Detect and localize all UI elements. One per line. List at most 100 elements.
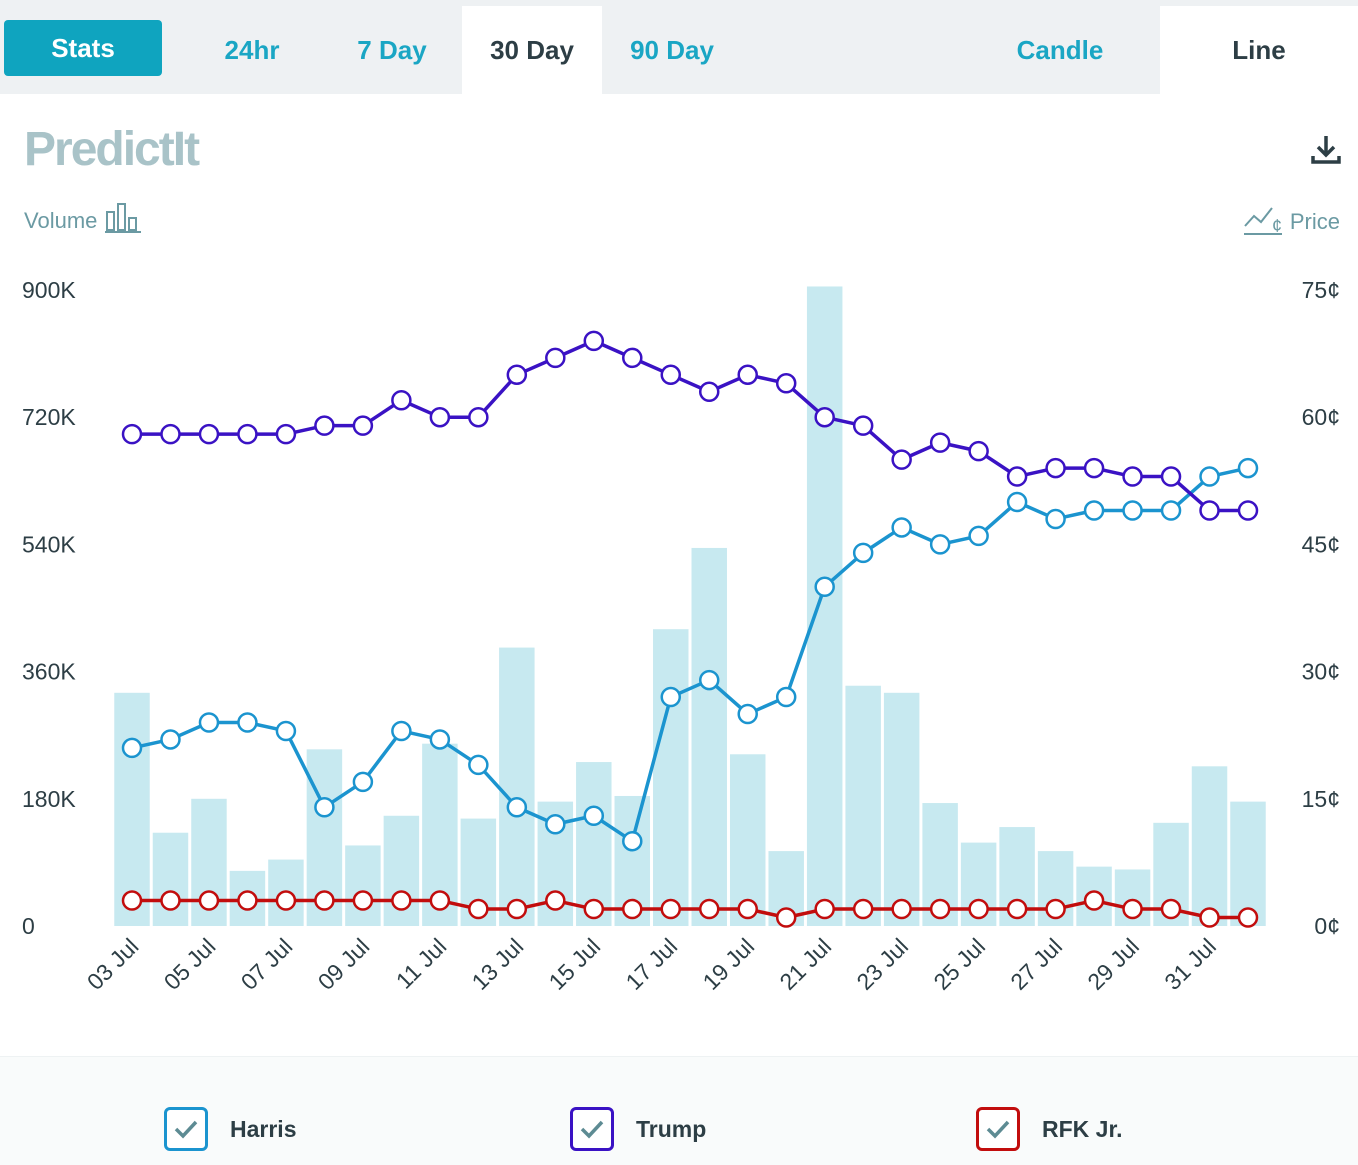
trump-point	[968, 440, 989, 462]
harris-point	[314, 797, 335, 818]
rfk-jr-point	[545, 890, 566, 911]
harris-point	[506, 797, 528, 818]
trump-point	[1237, 500, 1259, 521]
volume-bar	[729, 754, 766, 926]
rfk-jr-point	[391, 890, 412, 911]
volume-bar	[691, 547, 727, 926]
harris-point	[275, 720, 297, 742]
check-icon	[174, 1120, 198, 1139]
rfk-jr-point	[275, 890, 297, 911]
stats-button[interactable]: Stats	[4, 20, 162, 76]
harris-point	[1160, 500, 1182, 521]
rfk-jr-point	[775, 907, 797, 928]
harris-checkbox[interactable]	[164, 1107, 208, 1151]
harris-point	[237, 712, 258, 733]
trump-point	[1160, 466, 1182, 487]
rfk-jr-point	[929, 898, 951, 920]
y-left-tick-label: 540K	[22, 531, 76, 557]
harris-point	[929, 534, 951, 555]
bar-chart-icon	[103, 202, 143, 240]
tab-7-day[interactable]: 7 Day	[357, 34, 427, 65]
volume-bar	[576, 762, 612, 926]
x-tick-label: 27 Jul	[1005, 933, 1067, 995]
trump-point	[198, 423, 220, 445]
price-label-text: Price	[1289, 209, 1340, 234]
rfk-jr-point	[160, 890, 181, 911]
rfk-jr-point	[121, 890, 143, 911]
y-left-tick-label: 360K	[22, 659, 76, 685]
harris-point	[1045, 508, 1066, 530]
y-left-tick-label: 720K	[22, 404, 76, 430]
trump-point	[814, 406, 835, 428]
trump-point	[1199, 500, 1220, 521]
y-right-tick-label: 0¢	[1314, 913, 1340, 939]
trump-point	[1083, 457, 1105, 479]
download-icon[interactable]	[1306, 132, 1346, 168]
check-icon	[986, 1120, 1010, 1139]
rfk-jr-point	[314, 890, 335, 911]
trump-point	[891, 449, 912, 470]
rfk-jr-point	[506, 898, 528, 920]
legend-item-rfk[interactable]: RFK Jr.	[976, 1107, 1123, 1151]
tab-line[interactable]: Line	[1160, 6, 1358, 94]
y-left-tick-label: 180K	[22, 786, 76, 812]
harris-point	[468, 754, 489, 776]
trump-line	[132, 339, 1248, 513]
rfk-jr-point	[237, 890, 258, 911]
volume-bar	[345, 845, 381, 926]
trump-point	[852, 415, 874, 436]
rfk-jr-point	[198, 890, 220, 911]
trump-point	[622, 347, 643, 369]
y-right-tick-label: 30¢	[1302, 659, 1340, 685]
rfk-jr-point	[1083, 890, 1105, 911]
legend-label-rfk: RFK Jr.	[1042, 1115, 1123, 1142]
rfk-jr-point	[352, 890, 374, 911]
x-tick-label: 17 Jul	[621, 933, 683, 995]
tab-24hr[interactable]: 24hr	[224, 34, 280, 65]
rfk-jr-point	[1199, 907, 1220, 928]
trump-point	[352, 415, 374, 436]
trump-checkbox[interactable]	[570, 1107, 614, 1151]
rfk-checkbox[interactable]	[976, 1107, 1020, 1151]
harris-point	[814, 576, 835, 598]
tab-90-day[interactable]: 90 Day	[630, 34, 714, 65]
price-axis-label: ¢ Price	[1242, 202, 1340, 242]
trump-point	[929, 432, 951, 453]
x-tick-label: 13 Jul	[467, 933, 529, 995]
rfk-jr-point	[468, 898, 489, 920]
volume-bar	[883, 692, 920, 926]
x-tick-label: 05 Jul	[159, 933, 221, 995]
tab-candle[interactable]: Candle	[1016, 34, 1104, 65]
harris-point	[1083, 500, 1105, 521]
x-tick-label: 31 Jul	[1159, 933, 1221, 995]
line-chart-icon: ¢	[1242, 202, 1284, 242]
trump-point	[1122, 466, 1143, 487]
x-tick-label: 15 Jul	[544, 933, 606, 995]
harris-point	[198, 712, 220, 733]
volume-bar	[152, 832, 189, 926]
rfk-jr-point	[891, 898, 912, 920]
legend: Harris Trump RFK Jr.	[0, 1056, 1358, 1165]
harris-point	[891, 517, 912, 538]
trump-point	[429, 406, 451, 428]
rfk-jr-point	[852, 898, 874, 920]
harris-point	[429, 729, 451, 750]
trump-point	[698, 381, 720, 403]
trump-point	[468, 406, 489, 428]
trump-point	[506, 364, 528, 386]
harris-point	[968, 525, 989, 547]
harris-point	[698, 669, 720, 691]
rfk-jr-point	[1122, 898, 1143, 920]
check-icon	[580, 1120, 604, 1139]
y-right-tick-label: 15¢	[1302, 786, 1340, 812]
rfk-jr-point	[737, 898, 758, 920]
legend-label-trump: Trump	[636, 1115, 707, 1142]
rfk-jr-point	[660, 898, 682, 920]
trump-point	[237, 423, 258, 445]
legend-item-harris[interactable]: Harris	[164, 1107, 296, 1151]
harris-point	[1122, 500, 1143, 521]
tab-30-day[interactable]: 30 Day	[462, 6, 602, 94]
legend-label-harris: Harris	[230, 1115, 297, 1142]
legend-item-trump[interactable]: Trump	[570, 1107, 706, 1151]
x-tick-label: 03 Jul	[82, 933, 144, 995]
